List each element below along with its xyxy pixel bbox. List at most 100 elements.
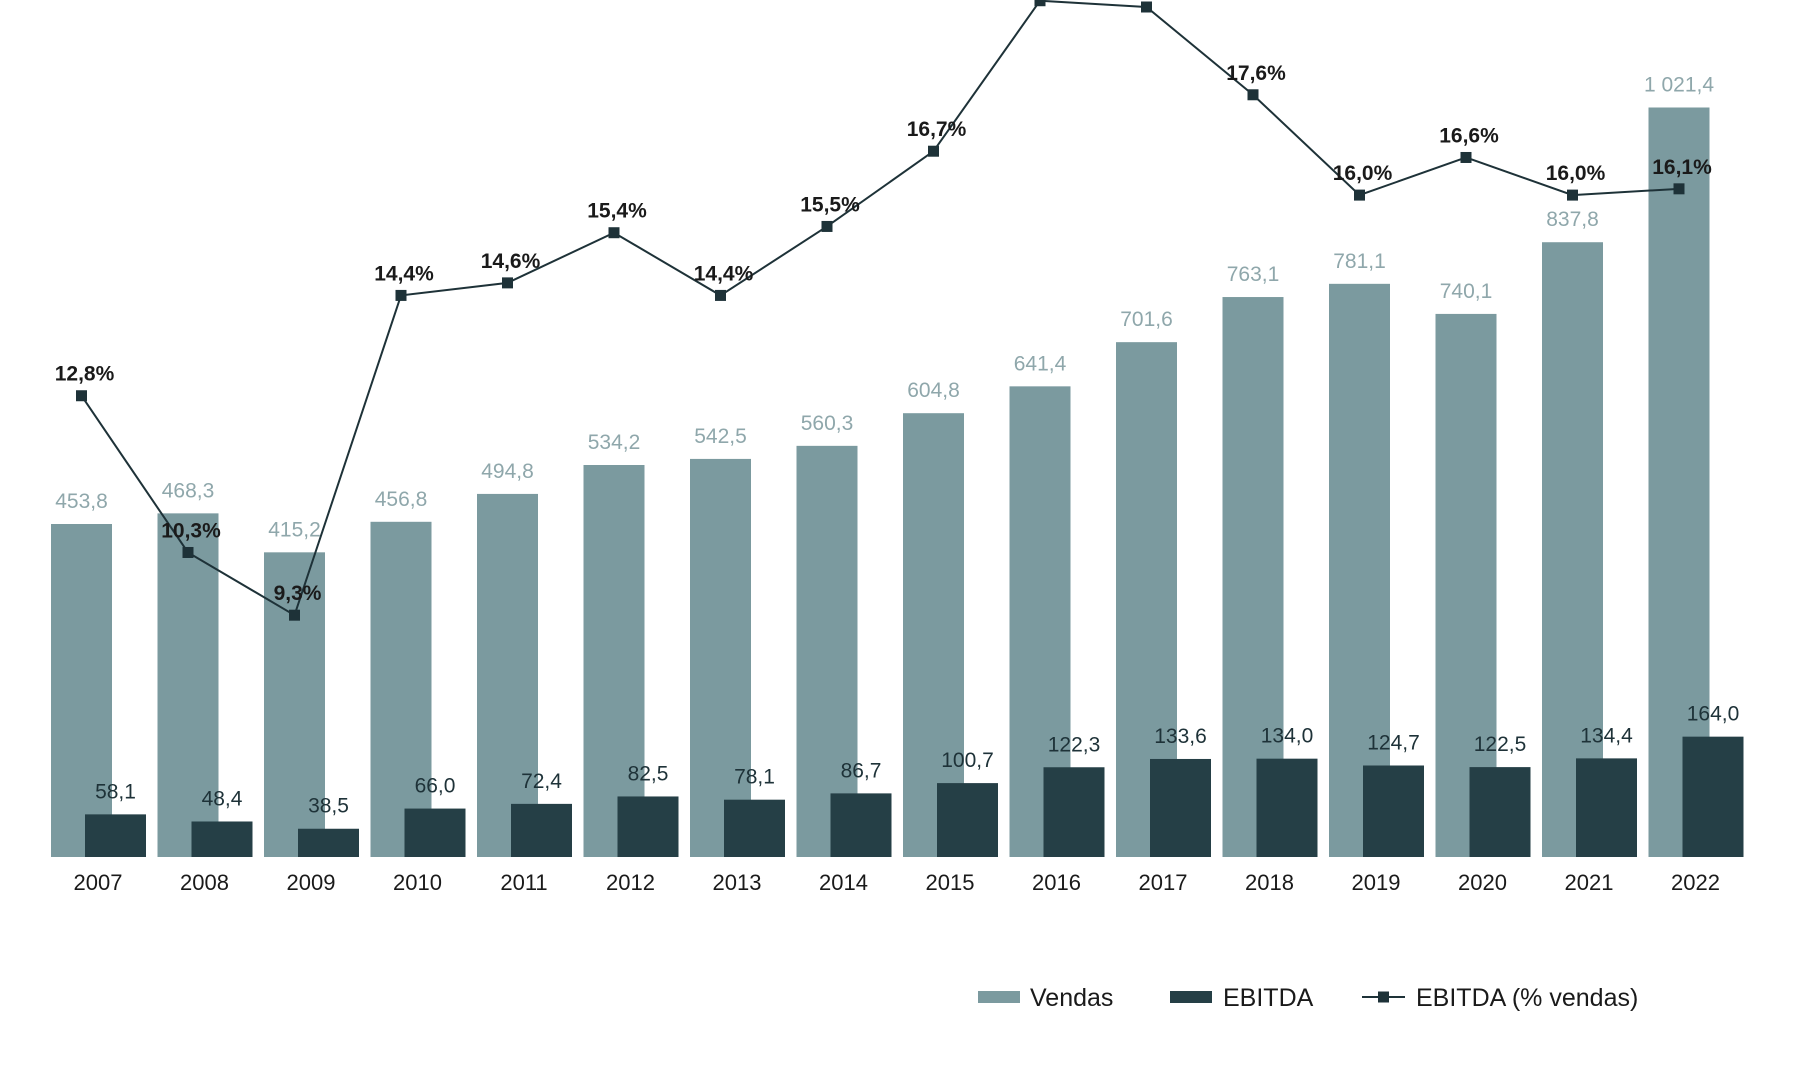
- ebitda-pct-label-2018: 17,6%: [1226, 62, 1286, 85]
- ebitda-value-label-2007: 58,1: [95, 780, 136, 803]
- legend-label-ebitda-pct: EBITDA (% vendas): [1416, 984, 1638, 1012]
- vendas-value-label-2022: 1 021,4: [1644, 73, 1714, 96]
- ebitda-bar-2008: [191, 821, 253, 857]
- ebitda-pct-label-2008: 10,3%: [161, 519, 221, 542]
- vendas-value-label-2019: 781,1: [1333, 250, 1386, 273]
- ebitda-pct-marker-2010: [395, 289, 407, 301]
- ebitda-pct-marker-2009: [289, 609, 300, 621]
- ebitda-pct-line: [80, 0, 1680, 617]
- ebitda-value-label-2021: 134,4: [1580, 724, 1633, 747]
- x-tick-label-2014: 2014: [819, 870, 868, 895]
- ebitda-bar-2012: [617, 796, 679, 857]
- ebitda-value-label-2018: 134,0: [1261, 725, 1314, 748]
- legend-swatch-vendas: [978, 991, 1020, 1003]
- ebitda-bar-2021: [1576, 758, 1637, 857]
- x-tick-label-2013: 2013: [713, 870, 762, 895]
- vendas-bar-2015: [903, 413, 964, 857]
- ebitda-pct-label-2011: 14,6%: [481, 250, 541, 273]
- ebitda-pct-label-2014: 15,5%: [800, 193, 860, 216]
- legend-swatch-ebitda: [1170, 991, 1212, 1003]
- ebitda-value-label-2008: 48,4: [202, 787, 243, 810]
- x-tick-label-2021: 2021: [1565, 870, 1614, 895]
- ebitda-value-label-2019: 124,7: [1367, 731, 1420, 754]
- ebitda-bar-2014: [830, 793, 892, 857]
- ebitda-bar-2022: [1682, 736, 1744, 857]
- x-tick-label-2007: 2007: [74, 870, 123, 895]
- legend-label-vendas: Vendas: [1030, 984, 1113, 1012]
- ebitda-bar-2010: [404, 808, 466, 857]
- ebitda-pct-marker-2021: [1567, 189, 1578, 201]
- ebitda-bar-2017: [1150, 758, 1211, 857]
- ebitda-bars-group: [85, 736, 1744, 857]
- ebitda-pct-marker-2016: [1034, 0, 1046, 7]
- vendas-bar-2019: [1329, 283, 1390, 857]
- ebitda-pct-marker-2019: [1354, 189, 1365, 201]
- ebitda-bar-2013: [724, 799, 785, 857]
- x-tick-label-2016: 2016: [1032, 870, 1081, 895]
- ebitda-bar-2009: [298, 828, 359, 857]
- ebitda-pct-label-2009: 9,3%: [274, 582, 322, 605]
- vendas-value-label-2011: 494,8: [481, 460, 534, 483]
- x-tick-label-2010: 2010: [393, 870, 442, 895]
- ebitda-value-label-2016: 122,3: [1048, 733, 1101, 756]
- ebitda-bar-2018: [1256, 758, 1318, 857]
- ebitda-pct-marker-2014: [821, 220, 833, 232]
- ebitda-value-label-2014: 86,7: [841, 759, 882, 782]
- ebitda-value-label-2020: 122,5: [1474, 733, 1527, 756]
- ebitda-bar-2015: [937, 783, 998, 857]
- vendas-value-label-2010: 456,8: [375, 488, 428, 511]
- ebitda-pct-line-group: 12,8% 10,3% 9,3% 14,4% 14,6% 15,4% 14,4% 15,5% 1…: [55, 0, 1712, 621]
- vendas-bar-2010: [370, 521, 432, 857]
- x-tick-label-2022: 2022: [1671, 870, 1720, 895]
- vendas-bar-2021: [1542, 242, 1603, 858]
- ebitda-pct-label-2010: 14,4%: [374, 262, 434, 285]
- x-tick-label-2020: 2020: [1458, 870, 1507, 895]
- x-tick-label-2019: 2019: [1352, 870, 1401, 895]
- legend: Vendas EBITDA EBITDA (% vendas): [978, 984, 1638, 1012]
- vendas-bar-2007: [51, 524, 112, 857]
- vendas-value-label-2007: 453,8: [55, 490, 108, 513]
- ebitda-pct-label-2013: 14,4%: [694, 262, 754, 285]
- x-tick-label-2012: 2012: [606, 870, 655, 895]
- ebitda-bar-2011: [511, 803, 572, 857]
- ebitda-bar-2020: [1469, 767, 1531, 857]
- ebitda-bar-2007: [85, 814, 146, 857]
- ebitda-pct-label-2020: 16,6%: [1439, 124, 1499, 147]
- ebitda-pct-label-2007: 12,8%: [55, 363, 115, 386]
- vendas-bar-2014: [796, 445, 858, 857]
- ebitda-value-label-2015: 100,7: [941, 749, 994, 772]
- ebitda-pct-marker-2012: [608, 227, 620, 239]
- x-axis-tick-labels: 2007 2008 2009 2010 2011 2012 2013 2014 2015 2016…: [74, 870, 1720, 895]
- vendas-value-label-2013: 542,5: [694, 425, 747, 448]
- ebitda-pct-label-2015: 16,7%: [907, 118, 967, 141]
- ebitda-pct-marker-2018: [1247, 89, 1259, 101]
- ebitda-pct-marker-2020: [1460, 151, 1472, 163]
- vendas-value-label-2012: 534,2: [588, 431, 641, 454]
- ebitda-pct-label-2012: 15,4%: [587, 200, 647, 223]
- ebitda-value-label-2013: 78,1: [734, 766, 775, 789]
- ebitda-value-label-2010: 66,0: [415, 775, 456, 798]
- x-tick-label-2008: 2008: [180, 870, 229, 895]
- ebitda-value-label-2009: 38,5: [308, 795, 349, 818]
- vendas-value-label-2018: 763,1: [1227, 263, 1280, 286]
- ebitda-pct-marker-2022: [1673, 183, 1685, 195]
- vendas-bar-2012: [583, 465, 645, 857]
- ebitda-pct-label-2019: 16,0%: [1333, 162, 1393, 185]
- ebitda-bar-2019: [1363, 765, 1424, 857]
- ebitda-pct-label-2021: 16,0%: [1546, 162, 1606, 185]
- vendas-bars-group: [51, 107, 1710, 858]
- legend-label-ebitda: EBITDA: [1223, 984, 1314, 1012]
- ebitda-pct-marker-2015: [928, 145, 939, 157]
- ebitda-pct-marker-2011: [502, 277, 513, 289]
- ebitda-value-label-2022: 164,0: [1687, 703, 1740, 726]
- vendas-bar-2011: [477, 493, 538, 857]
- ebitda-value-label-2012: 82,5: [628, 762, 669, 785]
- vendas-value-label-2020: 740,1: [1440, 280, 1493, 303]
- vendas-bar-2013: [690, 458, 751, 857]
- vendas-bar-2022: [1648, 107, 1710, 857]
- vendas-bar-2020: [1435, 313, 1497, 857]
- x-tick-label-2011: 2011: [500, 870, 547, 895]
- ebitda-pct-label-2022: 16,1%: [1652, 156, 1712, 179]
- vendas-value-label-2014: 560,3: [801, 412, 854, 435]
